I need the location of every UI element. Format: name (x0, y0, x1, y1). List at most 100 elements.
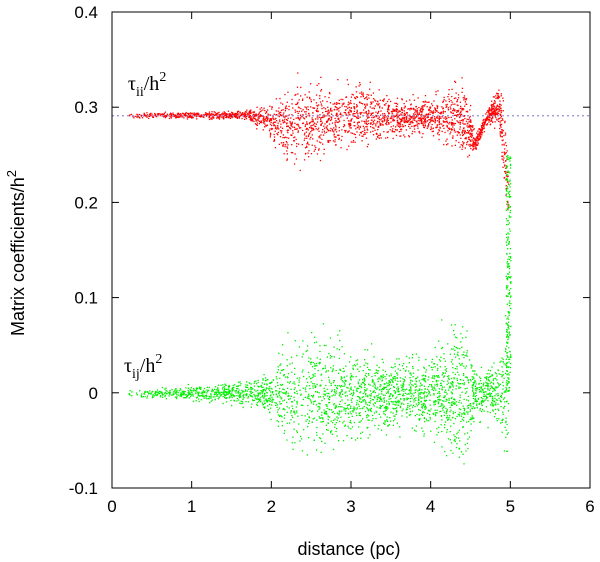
data-point (369, 81, 371, 83)
data-point (308, 156, 310, 158)
data-point (458, 387, 460, 389)
data-point (373, 390, 375, 392)
data-point (438, 398, 440, 400)
data-point (505, 417, 507, 419)
data-point (446, 138, 448, 140)
data-point (250, 118, 252, 120)
data-point (495, 107, 498, 109)
data-point (420, 110, 422, 113)
data-point (353, 110, 355, 112)
data-point (339, 420, 341, 423)
data-point (425, 369, 427, 371)
data-point (426, 412, 429, 414)
data-point (155, 114, 157, 117)
data-point (188, 392, 191, 394)
data-point (476, 407, 478, 409)
data-point (490, 114, 493, 117)
data-point (386, 420, 388, 422)
data-point (455, 92, 457, 94)
data-point (445, 104, 447, 106)
data-point (241, 117, 243, 120)
data-point (447, 382, 450, 384)
data-point (425, 375, 427, 378)
data-point (471, 135, 473, 137)
data-point (292, 382, 294, 385)
data-point (257, 394, 260, 396)
data-point (414, 117, 416, 119)
data-point (400, 130, 402, 132)
data-point (142, 396, 144, 398)
data-point (428, 113, 430, 115)
data-point (504, 121, 506, 124)
data-point (359, 398, 361, 400)
data-point (438, 399, 441, 401)
data-point (259, 114, 262, 116)
data-point (335, 430, 337, 433)
data-point (280, 126, 282, 128)
data-point (373, 390, 375, 393)
data-point (506, 158, 508, 160)
data-point (284, 430, 286, 432)
data-point (239, 381, 241, 383)
data-point (349, 420, 352, 422)
data-point (270, 407, 272, 409)
data-point (456, 368, 458, 370)
data-point (418, 117, 421, 119)
data-point (494, 390, 496, 392)
data-point (451, 383, 453, 385)
data-point (161, 393, 164, 395)
data-point (184, 390, 186, 393)
data-point (292, 132, 294, 134)
data-point (505, 194, 507, 196)
data-point (220, 394, 223, 396)
data-point (215, 112, 218, 115)
data-point (356, 105, 358, 107)
data-point (349, 102, 351, 104)
data-point (505, 391, 507, 393)
data-point (347, 399, 349, 401)
data-point (456, 114, 458, 116)
data-point (293, 421, 295, 423)
data-point (376, 120, 379, 123)
data-point (471, 386, 473, 388)
data-point (446, 393, 448, 395)
data-point (458, 415, 461, 417)
data-point (386, 124, 388, 126)
data-point (339, 113, 341, 115)
data-point (220, 384, 222, 386)
data-point (304, 94, 306, 96)
data-point (434, 403, 436, 405)
data-point (256, 395, 258, 397)
data-point (351, 132, 354, 134)
data-point (164, 388, 166, 390)
data-point (217, 384, 220, 386)
data-point (346, 148, 348, 151)
data-point (326, 127, 328, 129)
data-point (351, 93, 353, 96)
data-point (352, 407, 354, 410)
data-point (323, 114, 325, 116)
data-point (409, 414, 412, 416)
data-point (412, 94, 414, 96)
data-point (469, 139, 471, 142)
data-point (462, 143, 465, 145)
data-point (399, 426, 401, 428)
data-point (435, 381, 437, 383)
data-point (371, 378, 374, 381)
data-point (342, 393, 344, 395)
data-point (474, 400, 476, 403)
data-point (211, 389, 213, 392)
data-point (396, 105, 398, 108)
data-point (385, 137, 387, 139)
data-point (294, 94, 296, 96)
data-point (386, 385, 388, 387)
data-point (248, 115, 251, 117)
data-point (504, 142, 507, 144)
data-point (231, 395, 233, 397)
data-point (338, 349, 341, 351)
data-point (254, 394, 256, 397)
data-point (216, 394, 218, 396)
data-point (345, 114, 347, 116)
data-point (382, 116, 384, 119)
data-point (356, 104, 358, 106)
